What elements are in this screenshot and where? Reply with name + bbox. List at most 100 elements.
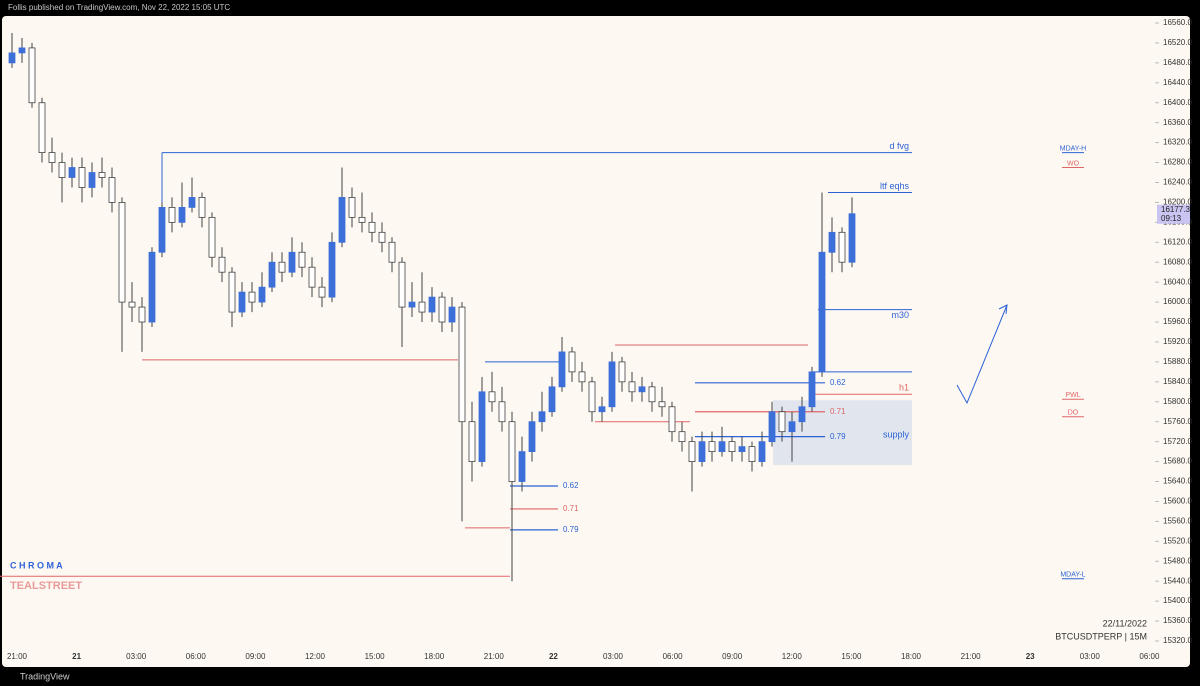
x-tick-label: 18:00 [901, 652, 922, 661]
y-tick-label: 16480.0 [1163, 58, 1192, 67]
candle-body [478, 391, 486, 462]
x-tick-label: 21:00 [7, 652, 28, 661]
candle-body [8, 52, 16, 64]
candle-body [808, 371, 816, 408]
candle-body [618, 361, 626, 383]
candle-body [18, 47, 26, 54]
y-tick-label: 16560.0 [1163, 18, 1192, 27]
candle-body [368, 221, 376, 233]
candle-body [138, 306, 146, 323]
y-tick-label: 16040.0 [1163, 277, 1192, 286]
candle-body [58, 162, 66, 178]
candle-body [728, 441, 736, 453]
candle-body [248, 291, 256, 303]
candle-body [228, 271, 236, 313]
level-label: m30 [891, 310, 909, 320]
candle-body [678, 431, 686, 443]
candle-body [398, 261, 406, 308]
candle-body [158, 207, 166, 253]
x-tick-label: 15:00 [841, 652, 862, 661]
candle-body [818, 251, 826, 373]
y-tick-label: 15320.0 [1163, 636, 1192, 645]
candle-body [328, 241, 336, 298]
candle-body [338, 197, 346, 243]
candle-body [428, 296, 436, 313]
fib-label: 0.79 [830, 432, 846, 441]
candle-body [498, 401, 506, 423]
y-tick-label: 15480.0 [1163, 556, 1192, 565]
y-tick-label: 15400.0 [1163, 596, 1192, 605]
candle-body [458, 306, 466, 423]
last-price-box [1157, 204, 1190, 224]
y-tick-label: 15720.0 [1163, 437, 1192, 446]
arrow-drawing [956, 304, 1008, 405]
level-label: h1 [899, 383, 909, 393]
candle-body [178, 207, 186, 223]
fib-label: 0.62 [563, 481, 579, 490]
candle-body [468, 421, 476, 462]
x-tick-label: 03:00 [126, 652, 147, 661]
x-tick-label: 06:00 [1139, 652, 1160, 661]
y-tick-label: 16240.0 [1163, 178, 1192, 187]
candle-body [668, 406, 676, 433]
marker-label: PWL [1065, 392, 1080, 399]
x-tick-label: 15:00 [365, 652, 386, 661]
candle-body [98, 172, 106, 178]
candle-body [768, 411, 776, 443]
watermark-bottom: TEALSTREET [10, 580, 82, 592]
header: Follis published on TradingView.com, Nov… [8, 3, 230, 12]
level-label: ltf eqhs [880, 181, 910, 191]
marker-label: MDAY-H [1060, 145, 1086, 152]
watermark-top: C H R O M A [10, 560, 63, 570]
candle-body [448, 306, 456, 323]
marker-label: WO [1067, 160, 1080, 167]
y-tick-label: 15800.0 [1163, 397, 1192, 406]
date: 22/11/2022 [1103, 618, 1147, 628]
y-tick-label: 16320.0 [1163, 138, 1192, 147]
x-tick-label: 09:00 [722, 652, 743, 661]
candle-body [778, 411, 786, 433]
candle-body [658, 401, 666, 408]
fib-label: 0.71 [830, 407, 846, 416]
candle-body [358, 216, 366, 223]
x-tick-label: 03:00 [603, 652, 624, 661]
candle-body [38, 102, 46, 153]
candle-body [198, 197, 206, 218]
candle-body [188, 197, 196, 208]
candle-body [688, 441, 696, 462]
footer: TradingView [20, 671, 70, 681]
candle-body [88, 172, 96, 188]
candle-body [648, 386, 656, 403]
candle-body [528, 421, 536, 453]
y-tick-label: 15360.0 [1163, 616, 1192, 625]
y-tick-label: 15760.0 [1163, 417, 1192, 426]
candle-body [168, 207, 176, 223]
y-tick-label: 15880.0 [1163, 357, 1192, 366]
x-tick-label: 18:00 [424, 652, 445, 661]
countdown: 09:13 [1161, 214, 1182, 223]
y-tick-label: 15520.0 [1163, 536, 1192, 545]
candle-body [848, 213, 856, 263]
supply-label: supply [883, 430, 910, 440]
candle-body [538, 411, 546, 423]
y-tick-label: 16400.0 [1163, 98, 1192, 107]
candle-body [208, 216, 216, 258]
candle-body [798, 406, 806, 423]
y-tick-label: 15560.0 [1163, 516, 1192, 525]
arrow-head [998, 304, 1008, 315]
candle-body [718, 441, 726, 453]
candle-body [108, 177, 116, 203]
candle-body [788, 421, 796, 433]
candle-body [218, 256, 226, 273]
x-tick-label: 23 [1026, 652, 1035, 661]
candle-body [118, 202, 126, 303]
x-tick-label: 06:00 [186, 652, 207, 661]
y-tick-label: 16000.0 [1163, 297, 1192, 306]
candle-body [308, 266, 316, 288]
candle-body [418, 301, 426, 313]
chart-panel [2, 16, 1190, 667]
x-tick-label: 22 [549, 652, 558, 661]
fib-label: 0.62 [830, 378, 846, 387]
candle-body [438, 296, 446, 323]
x-tick-label: 06:00 [663, 652, 684, 661]
